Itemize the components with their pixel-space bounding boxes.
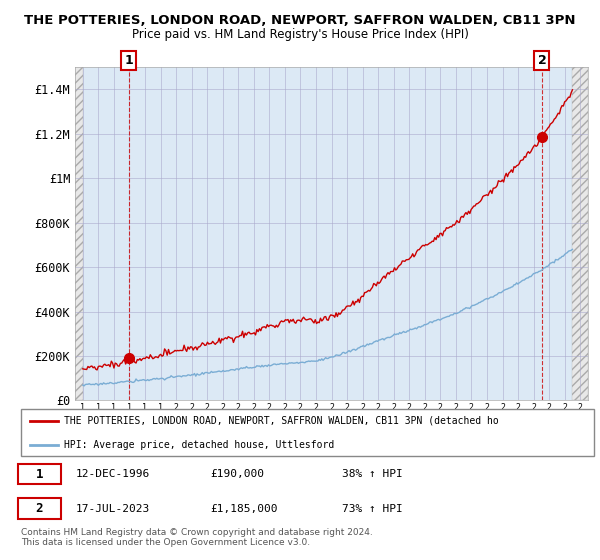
Text: 38% ↑ HPI: 38% ↑ HPI <box>342 469 403 479</box>
Text: HPI: Average price, detached house, Uttlesford: HPI: Average price, detached house, Uttl… <box>64 440 334 450</box>
Text: THE POTTERIES, LONDON ROAD, NEWPORT, SAFFRON WALDEN, CB11 3PN: THE POTTERIES, LONDON ROAD, NEWPORT, SAF… <box>24 14 576 27</box>
Text: THE POTTERIES, LONDON ROAD, NEWPORT, SAFFRON WALDEN, CB11 3PN (detached ho: THE POTTERIES, LONDON ROAD, NEWPORT, SAF… <box>64 416 499 426</box>
FancyBboxPatch shape <box>21 409 594 456</box>
Text: 1: 1 <box>124 54 133 67</box>
Text: 73% ↑ HPI: 73% ↑ HPI <box>342 504 403 514</box>
FancyBboxPatch shape <box>18 464 61 484</box>
Text: 17-JUL-2023: 17-JUL-2023 <box>76 504 149 514</box>
FancyBboxPatch shape <box>18 498 61 519</box>
Text: 12-DEC-1996: 12-DEC-1996 <box>76 469 149 479</box>
Text: Contains HM Land Registry data © Crown copyright and database right 2024.
This d: Contains HM Land Registry data © Crown c… <box>21 528 373 547</box>
Text: 2: 2 <box>538 54 547 67</box>
Text: £190,000: £190,000 <box>210 469 264 479</box>
Text: £1,185,000: £1,185,000 <box>210 504 278 514</box>
Text: Price paid vs. HM Land Registry's House Price Index (HPI): Price paid vs. HM Land Registry's House … <box>131 28 469 41</box>
Text: 2: 2 <box>35 502 43 515</box>
Text: 1: 1 <box>35 468 43 480</box>
